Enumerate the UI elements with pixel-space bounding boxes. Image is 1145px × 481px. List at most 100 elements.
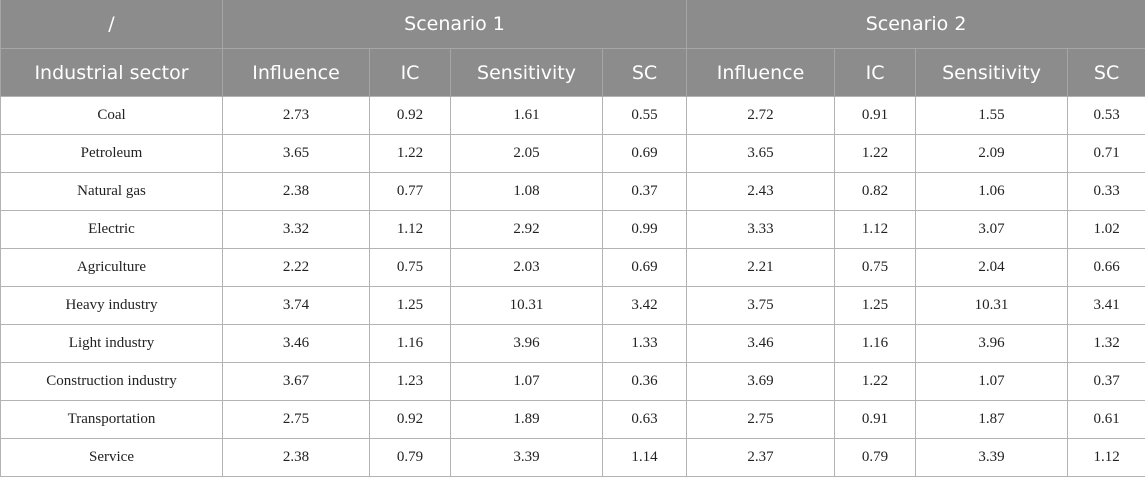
value-cell: 1.06 [915, 172, 1069, 211]
value-cell: 1.12 [834, 210, 917, 249]
value-cell: 2.73 [222, 96, 370, 135]
value-cell: 1.07 [915, 362, 1069, 401]
sector-cell: Electric [0, 210, 223, 249]
table-row: Light industry 3.46 1.16 3.96 1.33 3.46 1.16 3.… [0, 324, 1145, 363]
value-cell: 0.92 [369, 96, 451, 135]
sector-cell: Heavy industry [0, 286, 223, 325]
column-header-influence-s1: Influence [222, 48, 370, 97]
table-row: Natural gas 2.38 0.77 1.08 0.37 2.43 0.82 1.06 0… [0, 172, 1145, 211]
value-cell: 1.87 [915, 400, 1069, 439]
column-header-sc-s2: SC [1067, 48, 1145, 97]
value-cell: 2.43 [686, 172, 836, 211]
value-cell: 1.12 [1067, 438, 1145, 477]
value-cell: 1.33 [601, 324, 688, 363]
table-row: Service 2.38 0.79 3.39 1.14 2.37 0.79 3.39 1.12 [0, 438, 1145, 477]
value-cell: 1.12 [369, 210, 451, 249]
value-cell: 0.66 [1067, 248, 1145, 287]
value-cell: 3.96 [915, 324, 1069, 363]
value-cell: 1.55 [915, 96, 1069, 135]
value-cell: 3.69 [686, 362, 836, 401]
value-cell: 3.42 [601, 286, 688, 325]
value-cell: 0.75 [834, 248, 917, 287]
value-cell: 0.99 [601, 210, 688, 249]
sector-cell: Petroleum [0, 134, 223, 173]
value-cell: 2.38 [222, 172, 370, 211]
value-cell: 0.33 [1067, 172, 1145, 211]
value-cell: 0.61 [1067, 400, 1145, 439]
value-cell: 3.75 [686, 286, 836, 325]
value-cell: 3.65 [222, 134, 370, 173]
column-header-sc-s1: SC [601, 48, 688, 97]
value-cell: 0.69 [601, 248, 688, 287]
value-cell: 10.31 [450, 286, 603, 325]
value-cell: 3.74 [222, 286, 370, 325]
value-cell: 2.09 [915, 134, 1069, 173]
value-cell: 0.92 [369, 400, 451, 439]
value-cell: 1.16 [369, 324, 451, 363]
scenario-2-header: Scenario 2 [686, 0, 1145, 49]
value-cell: 0.71 [1067, 134, 1145, 173]
value-cell: 0.69 [601, 134, 688, 173]
value-cell: 0.63 [601, 400, 688, 439]
value-cell: 3.46 [686, 324, 836, 363]
sector-cell: Agriculture [0, 248, 223, 287]
value-cell: 2.04 [915, 248, 1069, 287]
value-cell: 0.36 [601, 362, 688, 401]
sector-cell: Light industry [0, 324, 223, 363]
column-header-ic-s2: IC [834, 48, 917, 97]
value-cell: 1.25 [369, 286, 451, 325]
value-cell: 0.79 [369, 438, 451, 477]
value-cell: 2.03 [450, 248, 603, 287]
value-cell: 1.16 [834, 324, 917, 363]
value-cell: 1.23 [369, 362, 451, 401]
value-cell: 2.92 [450, 210, 603, 249]
corner-cell: / [0, 0, 223, 49]
value-cell: 0.37 [601, 172, 688, 211]
value-cell: 1.02 [1067, 210, 1145, 249]
value-cell: 3.32 [222, 210, 370, 249]
value-cell: 0.75 [369, 248, 451, 287]
scenario-1-header: Scenario 1 [221, 0, 688, 49]
table-row: Coal 2.73 0.92 1.61 0.55 2.72 0.91 1.55 0.53 [0, 96, 1145, 135]
value-cell: 0.79 [834, 438, 917, 477]
value-cell: 2.38 [222, 438, 370, 477]
value-cell: 2.72 [686, 96, 836, 135]
value-cell: 1.14 [601, 438, 688, 477]
table-row: Electric 3.32 1.12 2.92 0.99 3.33 1.12 3.07 1.02 [0, 210, 1145, 249]
table-row: Agriculture 2.22 0.75 2.03 0.69 2.21 0.75 2.04 0… [0, 248, 1145, 287]
value-cell: 10.31 [915, 286, 1069, 325]
table-body: Coal 2.73 0.92 1.61 0.55 2.72 0.91 1.55 0.53 Petr… [0, 96, 1145, 477]
value-cell: 3.39 [915, 438, 1069, 477]
value-cell: 2.75 [686, 400, 836, 439]
value-cell: 0.55 [601, 96, 688, 135]
column-header-sensitivity-s2: Sensitivity [915, 48, 1069, 97]
value-cell: 1.61 [450, 96, 603, 135]
sector-cell: Transportation [0, 400, 223, 439]
value-cell: 3.39 [450, 438, 603, 477]
value-cell: 3.33 [686, 210, 836, 249]
value-cell: 1.22 [834, 134, 917, 173]
value-cell: 3.46 [222, 324, 370, 363]
value-cell: 0.91 [834, 96, 917, 135]
value-cell: 2.75 [222, 400, 370, 439]
table-row: Transportation 2.75 0.92 1.89 0.63 2.75 0.91 1.… [0, 400, 1145, 439]
value-cell: 0.37 [1067, 362, 1145, 401]
value-cell: 3.67 [222, 362, 370, 401]
value-cell: 2.37 [686, 438, 836, 477]
value-cell: 0.53 [1067, 96, 1145, 135]
table-row: Heavy industry 3.74 1.25 10.31 3.42 3.75 1.25 1… [0, 286, 1145, 325]
header-group-row: / Scenario 1 Scenario 2 [0, 0, 1145, 49]
value-cell: 2.22 [222, 248, 370, 287]
value-cell: 3.96 [450, 324, 603, 363]
value-cell: 1.07 [450, 362, 603, 401]
value-cell: 1.22 [369, 134, 451, 173]
value-cell: 3.65 [686, 134, 836, 173]
column-header-sector: Industrial sector [0, 48, 223, 97]
value-cell: 2.21 [686, 248, 836, 287]
sector-cell: Natural gas [0, 172, 223, 211]
value-cell: 0.77 [369, 172, 451, 211]
table-row: Petroleum 3.65 1.22 2.05 0.69 3.65 1.22 2.09 0.7… [0, 134, 1145, 173]
value-cell: 2.05 [450, 134, 603, 173]
value-cell: 0.82 [834, 172, 917, 211]
